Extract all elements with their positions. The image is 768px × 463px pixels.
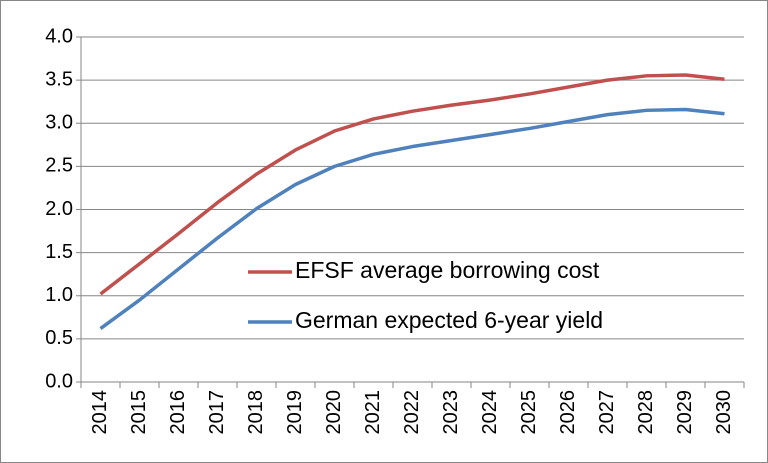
y-tick-label: 3.0	[45, 112, 73, 134]
x-tick-label: 2017	[206, 390, 228, 435]
x-tick-label: 2028	[635, 390, 657, 435]
x-tick-label: 2023	[440, 390, 462, 435]
x-tick-label: 2026	[557, 390, 579, 435]
y-tick-label: 0.0	[45, 370, 73, 392]
y-tick-label: 2.0	[45, 198, 73, 220]
y-tick-label: 3.5	[45, 68, 73, 90]
x-tick-label: 2019	[284, 390, 306, 435]
y-tick-label: 2.5	[45, 155, 73, 177]
series-line	[99, 73, 725, 296]
x-tick-label: 2014	[89, 390, 111, 435]
x-tick-label: 2024	[479, 390, 501, 435]
x-tick-label: 2030	[713, 390, 735, 435]
y-tick-label: 0.5	[45, 327, 73, 349]
y-tick-label: 1.0	[45, 284, 73, 306]
x-tick-label: 2027	[596, 390, 618, 435]
series-line	[99, 107, 725, 330]
x-tick-label: 2025	[518, 390, 540, 435]
x-tick-label: 2016	[167, 390, 189, 435]
x-tick-label: 2018	[245, 390, 267, 435]
x-tick-label: 2020	[323, 390, 345, 435]
x-tick-label: 2029	[674, 390, 696, 435]
x-tick-label: 2015	[128, 390, 150, 435]
x-tick-label: 2022	[401, 390, 423, 435]
legend-label: German expected 6-year yield	[295, 307, 603, 333]
legend-label: EFSF average borrowing cost	[295, 257, 600, 283]
x-tick-label: 2021	[362, 390, 384, 435]
y-tick-label: 4.0	[45, 25, 73, 47]
y-tick-label: 1.5	[45, 241, 73, 263]
